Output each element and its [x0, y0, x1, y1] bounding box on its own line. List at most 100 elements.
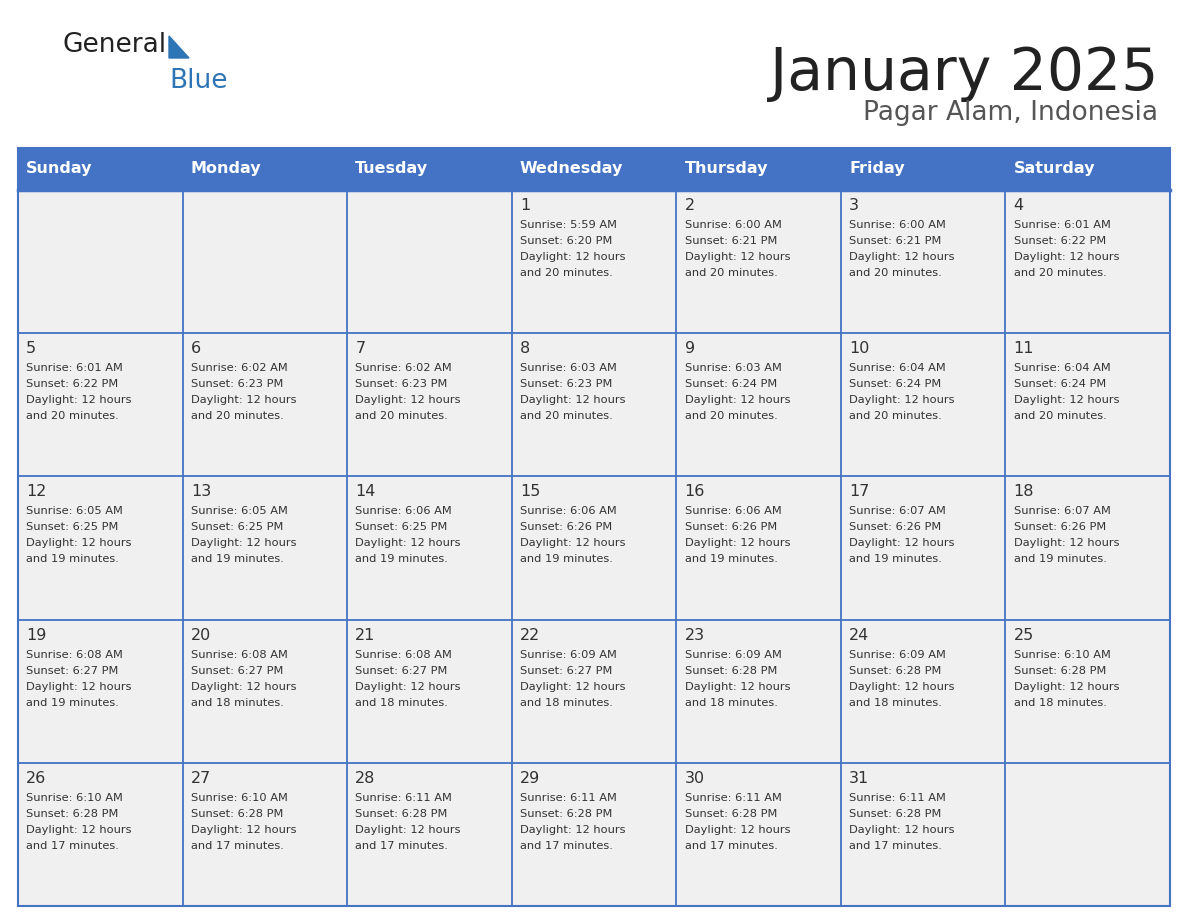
Text: 1: 1 [520, 198, 530, 213]
FancyBboxPatch shape [347, 763, 512, 906]
Text: 15: 15 [520, 485, 541, 499]
Text: Sunset: 6:27 PM: Sunset: 6:27 PM [26, 666, 119, 676]
FancyBboxPatch shape [1005, 763, 1170, 906]
FancyBboxPatch shape [1005, 148, 1170, 190]
Text: Daylight: 12 hours: Daylight: 12 hours [684, 681, 790, 691]
Text: Sunrise: 6:11 AM: Sunrise: 6:11 AM [355, 793, 453, 803]
FancyBboxPatch shape [1005, 333, 1170, 476]
Text: 26: 26 [26, 771, 46, 786]
Text: and 20 minutes.: and 20 minutes. [1013, 268, 1106, 278]
Text: Sunset: 6:23 PM: Sunset: 6:23 PM [520, 379, 612, 389]
Text: 4: 4 [1013, 198, 1024, 213]
Text: and 17 minutes.: and 17 minutes. [849, 841, 942, 851]
Text: Sunrise: 6:08 AM: Sunrise: 6:08 AM [191, 650, 287, 660]
Text: Sunrise: 6:08 AM: Sunrise: 6:08 AM [26, 650, 124, 660]
Text: Daylight: 12 hours: Daylight: 12 hours [355, 396, 461, 405]
Text: 25: 25 [1013, 628, 1034, 643]
Text: Sunrise: 6:00 AM: Sunrise: 6:00 AM [684, 220, 782, 230]
Text: Daylight: 12 hours: Daylight: 12 hours [1013, 681, 1119, 691]
FancyBboxPatch shape [512, 476, 676, 620]
Text: Daylight: 12 hours: Daylight: 12 hours [26, 396, 132, 405]
Text: 9: 9 [684, 341, 695, 356]
FancyBboxPatch shape [18, 763, 183, 906]
FancyBboxPatch shape [676, 620, 841, 763]
Text: and 18 minutes.: and 18 minutes. [849, 698, 942, 708]
Text: Sunset: 6:28 PM: Sunset: 6:28 PM [355, 809, 448, 819]
Text: Daylight: 12 hours: Daylight: 12 hours [26, 824, 132, 834]
Text: Sunrise: 6:09 AM: Sunrise: 6:09 AM [520, 650, 617, 660]
FancyBboxPatch shape [512, 763, 676, 906]
FancyBboxPatch shape [1005, 190, 1170, 333]
Text: Sunset: 6:28 PM: Sunset: 6:28 PM [191, 809, 283, 819]
Text: and 17 minutes.: and 17 minutes. [684, 841, 777, 851]
Text: 21: 21 [355, 628, 375, 643]
Text: Sunrise: 6:01 AM: Sunrise: 6:01 AM [26, 364, 124, 374]
Text: and 19 minutes.: and 19 minutes. [520, 554, 613, 565]
Text: Sunrise: 6:02 AM: Sunrise: 6:02 AM [355, 364, 453, 374]
Text: Daylight: 12 hours: Daylight: 12 hours [1013, 252, 1119, 262]
FancyBboxPatch shape [841, 333, 1005, 476]
FancyBboxPatch shape [676, 476, 841, 620]
Text: Sunset: 6:24 PM: Sunset: 6:24 PM [1013, 379, 1106, 389]
Text: Daylight: 12 hours: Daylight: 12 hours [191, 538, 296, 548]
Text: Friday: Friday [849, 162, 905, 176]
Text: Daylight: 12 hours: Daylight: 12 hours [520, 681, 625, 691]
Text: 13: 13 [191, 485, 211, 499]
Text: Daylight: 12 hours: Daylight: 12 hours [684, 824, 790, 834]
Text: 22: 22 [520, 628, 541, 643]
Text: and 19 minutes.: and 19 minutes. [1013, 554, 1106, 565]
FancyBboxPatch shape [676, 148, 841, 190]
Text: and 20 minutes.: and 20 minutes. [520, 268, 613, 278]
Text: 29: 29 [520, 771, 541, 786]
Text: 27: 27 [191, 771, 211, 786]
Text: and 19 minutes.: and 19 minutes. [684, 554, 777, 565]
Text: Sunset: 6:23 PM: Sunset: 6:23 PM [191, 379, 283, 389]
FancyBboxPatch shape [841, 190, 1005, 333]
Polygon shape [169, 36, 189, 58]
Text: Daylight: 12 hours: Daylight: 12 hours [684, 538, 790, 548]
Text: Sunrise: 6:10 AM: Sunrise: 6:10 AM [191, 793, 287, 803]
Text: Daylight: 12 hours: Daylight: 12 hours [26, 681, 132, 691]
Text: Sunset: 6:25 PM: Sunset: 6:25 PM [355, 522, 448, 532]
Text: Daylight: 12 hours: Daylight: 12 hours [355, 824, 461, 834]
FancyBboxPatch shape [1005, 476, 1170, 620]
Text: 2: 2 [684, 198, 695, 213]
FancyBboxPatch shape [183, 476, 347, 620]
Text: Sunrise: 6:06 AM: Sunrise: 6:06 AM [355, 507, 453, 517]
Text: Sunday: Sunday [26, 162, 93, 176]
Text: Daylight: 12 hours: Daylight: 12 hours [849, 396, 955, 405]
Text: Sunset: 6:28 PM: Sunset: 6:28 PM [849, 809, 941, 819]
FancyBboxPatch shape [183, 620, 347, 763]
FancyBboxPatch shape [347, 476, 512, 620]
Text: Daylight: 12 hours: Daylight: 12 hours [520, 396, 625, 405]
Text: Daylight: 12 hours: Daylight: 12 hours [1013, 396, 1119, 405]
Text: Sunrise: 6:10 AM: Sunrise: 6:10 AM [26, 793, 124, 803]
Text: Daylight: 12 hours: Daylight: 12 hours [191, 396, 296, 405]
FancyBboxPatch shape [18, 148, 183, 190]
FancyBboxPatch shape [183, 148, 347, 190]
Text: Sunrise: 5:59 AM: Sunrise: 5:59 AM [520, 220, 617, 230]
FancyBboxPatch shape [676, 763, 841, 906]
Text: Sunrise: 6:04 AM: Sunrise: 6:04 AM [849, 364, 946, 374]
Text: Daylight: 12 hours: Daylight: 12 hours [520, 538, 625, 548]
Text: Daylight: 12 hours: Daylight: 12 hours [520, 824, 625, 834]
Text: Daylight: 12 hours: Daylight: 12 hours [355, 538, 461, 548]
Text: and 20 minutes.: and 20 minutes. [191, 411, 284, 421]
Text: Sunrise: 6:03 AM: Sunrise: 6:03 AM [684, 364, 782, 374]
FancyBboxPatch shape [347, 620, 512, 763]
Text: 18: 18 [1013, 485, 1035, 499]
Text: Daylight: 12 hours: Daylight: 12 hours [684, 252, 790, 262]
Text: 10: 10 [849, 341, 870, 356]
Text: 17: 17 [849, 485, 870, 499]
Text: and 17 minutes.: and 17 minutes. [191, 841, 284, 851]
Text: Sunset: 6:28 PM: Sunset: 6:28 PM [1013, 666, 1106, 676]
Text: Sunrise: 6:07 AM: Sunrise: 6:07 AM [849, 507, 946, 517]
Text: Sunset: 6:28 PM: Sunset: 6:28 PM [520, 809, 612, 819]
Text: Daylight: 12 hours: Daylight: 12 hours [191, 824, 296, 834]
Text: Sunset: 6:21 PM: Sunset: 6:21 PM [849, 236, 941, 246]
Text: Sunrise: 6:11 AM: Sunrise: 6:11 AM [520, 793, 617, 803]
Text: Sunset: 6:26 PM: Sunset: 6:26 PM [520, 522, 612, 532]
FancyBboxPatch shape [347, 190, 512, 333]
Text: Sunrise: 6:07 AM: Sunrise: 6:07 AM [1013, 507, 1111, 517]
Text: Sunrise: 6:00 AM: Sunrise: 6:00 AM [849, 220, 946, 230]
